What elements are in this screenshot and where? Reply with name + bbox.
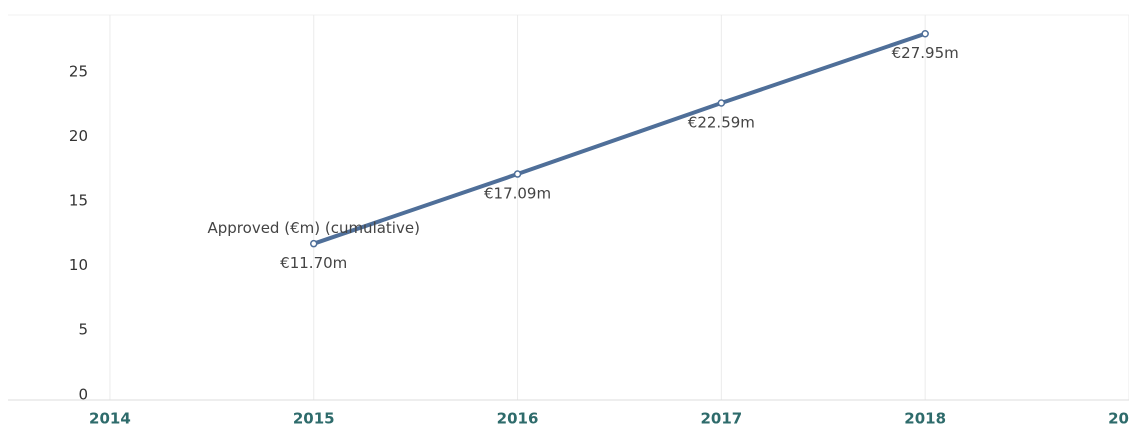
y-tick-label: 20: [69, 127, 88, 145]
data-label: €27.95m: [892, 44, 959, 62]
x-tick-label: 2019: [1108, 410, 1129, 428]
y-tick-label: 0: [78, 385, 88, 403]
data-label: €11.70m: [280, 254, 347, 272]
point: [309, 239, 318, 248]
annotation: Approved (€m) (cumulative): [208, 219, 420, 237]
x-tick-label: 2017: [700, 410, 742, 428]
x-tick-label: 2014: [89, 410, 131, 428]
point: [513, 170, 522, 178]
y-tick-label: 5: [78, 321, 88, 339]
y-tick-label: 25: [69, 62, 88, 80]
line: [313, 31, 926, 246]
x-tick-label: 2016: [497, 410, 539, 428]
y-tick-label: 15: [69, 192, 88, 210]
data-label: €17.09m: [484, 185, 551, 203]
point: [717, 99, 726, 107]
x-tick-label: 2018: [904, 410, 946, 428]
x-tick-label: 2015: [293, 410, 335, 428]
point: [921, 29, 929, 38]
y-tick-label: 10: [69, 256, 88, 274]
data-label: €22.59m: [688, 113, 755, 131]
